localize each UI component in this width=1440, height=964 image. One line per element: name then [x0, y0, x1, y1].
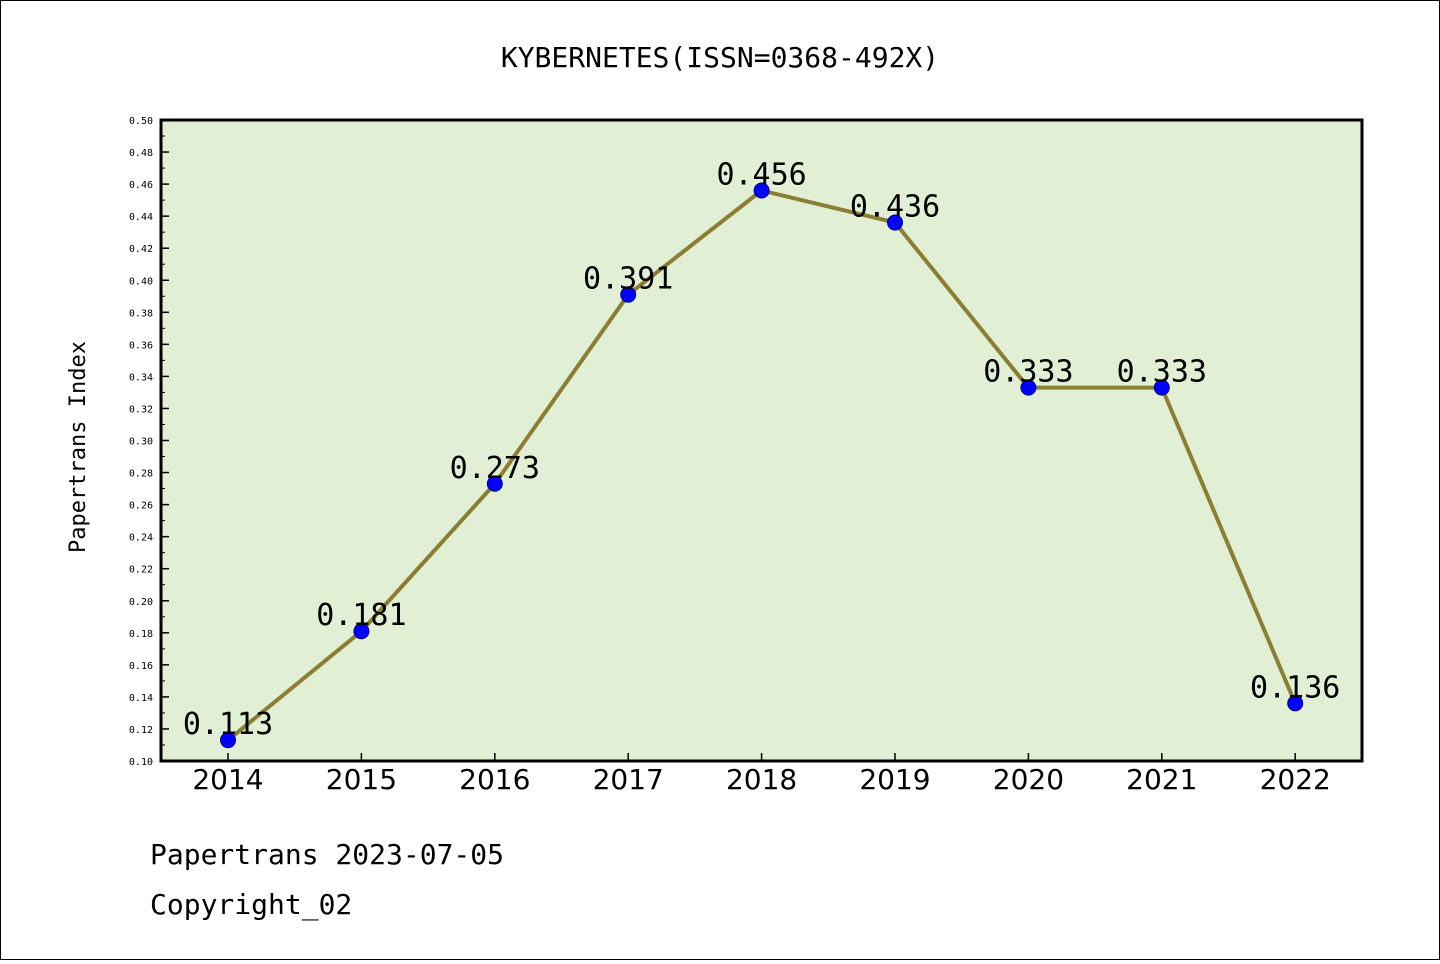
x-tick-label: 2022: [1260, 763, 1331, 796]
x-tick-label: 2019: [859, 763, 930, 796]
footer-copyright: Copyright_02: [150, 888, 352, 922]
y-tick-label: 0.42: [129, 244, 153, 255]
x-tick-label: 2020: [993, 763, 1064, 796]
y-tick-label: 0.20: [129, 597, 153, 608]
y-axis-ticks: 0.10 0.12 0.14 0.16 0.18 0.20 0.22 0.24 0.26 0.28…: [129, 116, 169, 768]
chart-title: KYBERNETES(ISSN=0368-492X): [501, 41, 939, 74]
data-label: 0.456: [716, 158, 806, 193]
plot-area: [161, 120, 1362, 761]
y-tick-label: 0.32: [129, 404, 153, 415]
y-tick-label: 0.46: [129, 180, 153, 191]
data-point: [620, 286, 637, 303]
y-tick-label: 0.28: [129, 469, 153, 480]
y-tick-label: 0.38: [129, 308, 153, 319]
x-tick-label: 2015: [326, 763, 397, 796]
x-tick-label: 2014: [192, 763, 263, 796]
data-points: [220, 182, 1304, 749]
data-point: [753, 182, 770, 199]
data-label: 0.136: [1250, 670, 1340, 705]
y-tick-label: 0.24: [129, 533, 153, 544]
data-label: 0.333: [983, 355, 1073, 390]
y-tick-label: 0.34: [129, 372, 153, 383]
y-tick-label: 0.10: [129, 757, 153, 768]
y-tick-label: 0.18: [129, 629, 153, 640]
x-tick-label: 2018: [726, 763, 797, 796]
y-tick-label: 0.36: [129, 340, 153, 351]
data-point: [220, 732, 236, 749]
data-label: 0.273: [450, 451, 540, 486]
plot-border: [159, 118, 1364, 763]
data-point: [1287, 695, 1304, 712]
y-tick-label: 0.30: [129, 437, 153, 448]
y-tick-label: 0.14: [129, 693, 153, 704]
data-point: [1153, 379, 1170, 396]
x-tick-label: 2016: [459, 763, 530, 796]
data-point: [1020, 379, 1037, 396]
x-axis-ticks: 2014 2015 2016 2017 2018 2019 2020 2021 2022: [192, 753, 1331, 796]
y-tick-label: 0.16: [129, 661, 153, 672]
data-labels: 0.113 0.181 0.273 0.391 0.456 0.436 0.333 0.333…: [183, 158, 1341, 743]
data-point: [486, 475, 503, 492]
data-label: 0.333: [1117, 355, 1207, 390]
y-tick-label: 0.40: [129, 276, 153, 287]
data-label: 0.181: [316, 598, 406, 633]
data-label: 0.113: [183, 707, 273, 742]
data-point: [887, 214, 903, 231]
x-tick-label: 2021: [1126, 763, 1197, 796]
y-tick-label: 0.26: [129, 501, 153, 512]
data-label: 0.391: [583, 262, 673, 297]
y-tick-label: 0.44: [129, 212, 153, 223]
y-tick-label: 0.50: [129, 116, 153, 127]
x-tick-label: 2017: [593, 763, 664, 796]
y-tick-label: 0.48: [129, 148, 153, 159]
y-tick-label: 0.22: [129, 565, 153, 576]
footer-date: Papertrans 2023-07-05: [150, 838, 504, 871]
data-label: 0.436: [850, 190, 940, 225]
y-tick-label: 0.12: [129, 725, 153, 736]
data-point: [353, 623, 370, 640]
y-axis-label: Papertrans Index: [66, 341, 91, 553]
